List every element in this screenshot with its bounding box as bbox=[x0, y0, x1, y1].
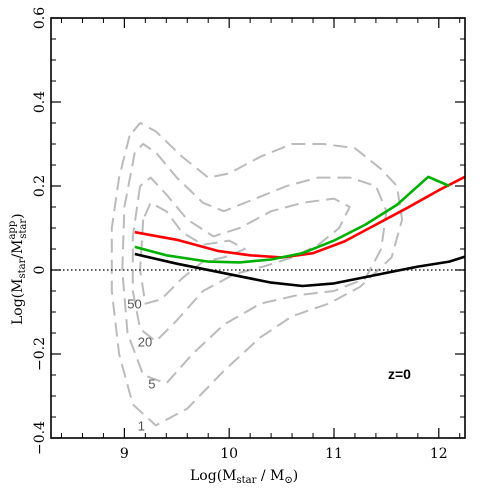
contour-label-20: 20 bbox=[138, 334, 152, 349]
contour-20 bbox=[131, 176, 351, 343]
series-line-0 bbox=[134, 252, 466, 288]
y-tick-label: −0.4 bbox=[32, 421, 48, 455]
x-axis-label: Log(Mstar / M⊙) bbox=[190, 468, 298, 486]
series-group bbox=[134, 175, 466, 288]
series-line-2 bbox=[134, 175, 450, 264]
x-tick-label: 9 bbox=[120, 446, 129, 462]
x-tick-label: 11 bbox=[325, 446, 343, 462]
y-tick-label: 0.2 bbox=[32, 175, 48, 197]
contour-5 bbox=[121, 143, 388, 385]
y-tick-label: 0.6 bbox=[32, 7, 48, 29]
y-axis-label: Log(Mstar/Mappstar) bbox=[7, 213, 29, 325]
ticks-group: 9 10 11 12 −0.4 −0.2 0 0.2 0.4 0.6 bbox=[32, 7, 465, 462]
contour-label-1: 1 bbox=[138, 418, 145, 433]
y-tick-label: 0 bbox=[32, 266, 48, 275]
contour-label-50: 50 bbox=[127, 297, 141, 312]
contour-label-5: 5 bbox=[148, 376, 155, 391]
y-tick-label: −0.2 bbox=[32, 337, 48, 371]
x-tick-label: 10 bbox=[220, 446, 238, 462]
series-line-1 bbox=[134, 175, 466, 259]
x-tick-label: 12 bbox=[430, 446, 448, 462]
y-tick-label: 0.4 bbox=[32, 91, 48, 113]
contour-labels-group: 1 5 20 50 bbox=[127, 297, 155, 434]
redshift-annotation: z=0 bbox=[388, 366, 411, 382]
contour-1 bbox=[110, 122, 404, 427]
